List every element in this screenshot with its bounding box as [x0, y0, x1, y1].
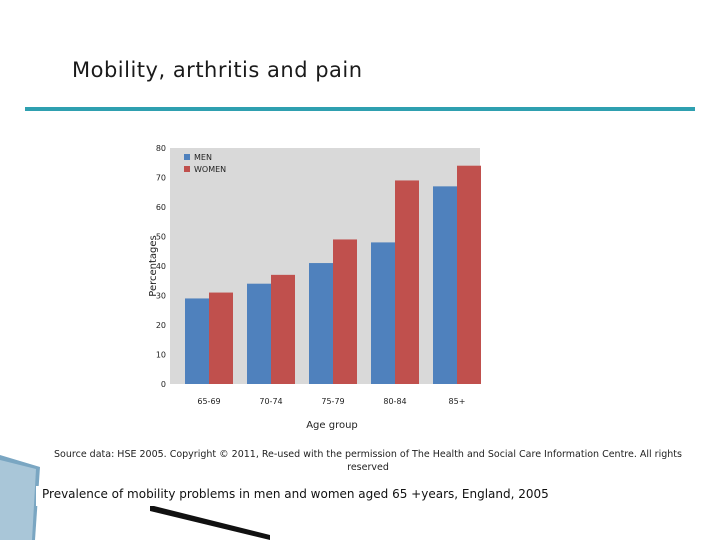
y-tick-label: 50	[156, 233, 166, 242]
x-tick-label: 70-74	[259, 397, 282, 406]
bar-marks	[185, 165, 481, 384]
y-tick-label: 10	[156, 351, 166, 360]
legend-swatch-women	[184, 166, 190, 172]
x-tick-label: 80-84	[383, 397, 406, 406]
y-axis-label: Percentages	[148, 235, 159, 296]
x-tick-label: 85+	[449, 397, 466, 406]
bar-chart: 0 10 20 30 40 50 60 70 80 65-69 70-74 75-79 80-84 85…	[148, 144, 481, 431]
bar-women-85+	[457, 165, 481, 384]
y-tick-label: 0	[161, 380, 166, 389]
legend-label-women: WOMEN	[194, 165, 226, 174]
legend-label-men: MEN	[194, 153, 212, 162]
corner-decoration	[0, 455, 270, 540]
y-tick-label: 40	[156, 262, 166, 271]
deco-panel-inner	[0, 460, 36, 540]
bar-women-70-74	[271, 274, 295, 384]
bar-men-80-84	[371, 242, 395, 384]
y-tick-label: 60	[156, 203, 166, 212]
bar-men-65-69	[185, 298, 209, 384]
bar-men-75-79	[309, 263, 333, 384]
x-axis-label: Age group	[306, 420, 358, 431]
x-tick-label: 65-69	[197, 397, 220, 406]
bar-women-75-79	[333, 239, 357, 384]
x-tick-label: 75-79	[321, 397, 344, 406]
figure-caption: Prevalence of mobility problems in men a…	[36, 486, 562, 506]
y-axis-ticks: 0 10 20 30 40 50 60 70 80	[156, 144, 166, 389]
y-tick-label: 70	[156, 174, 166, 183]
title-underline	[25, 107, 695, 111]
deco-stripe	[150, 505, 270, 540]
slide-title: Mobility, arthritis and pain	[72, 58, 363, 82]
source-note: Source data: HSE 2005. Copyright © 2011,…	[54, 449, 682, 473]
bar-women-80-84	[395, 180, 419, 384]
bar-men-85+	[433, 186, 457, 384]
legend: MEN WOMEN	[184, 153, 226, 174]
x-axis-ticks: 65-69 70-74 75-79 80-84 85+	[197, 397, 465, 406]
bar-women-65-69	[209, 292, 233, 384]
y-tick-label: 20	[156, 321, 166, 330]
bar-men-70-74	[247, 283, 271, 384]
y-tick-label: 80	[156, 144, 166, 153]
legend-swatch-men	[184, 154, 190, 160]
y-tick-label: 30	[156, 292, 166, 301]
